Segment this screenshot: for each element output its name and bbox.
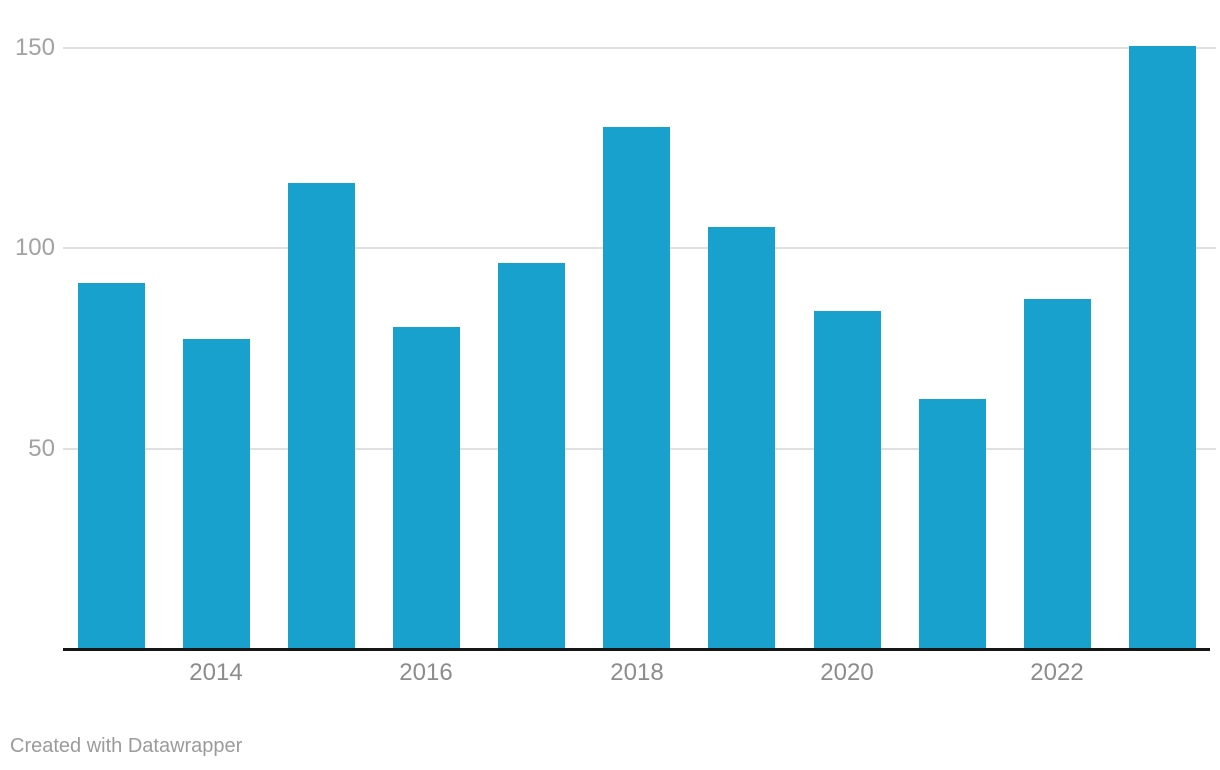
y-tick-label-150: 150 [14, 34, 55, 61]
gridline-150 [63, 47, 1216, 49]
bar-2023[interactable] [1129, 46, 1196, 648]
x-tick-label-2022: 2022 [1030, 659, 1084, 686]
bar-2022[interactable] [1024, 299, 1091, 648]
bar-2015[interactable] [288, 183, 355, 648]
bar-2017[interactable] [498, 263, 565, 648]
x-axis-baseline [63, 648, 1210, 651]
bar-2019[interactable] [708, 227, 775, 648]
attribution: Created with Datawrapper [10, 735, 243, 757]
x-tick-label-2014: 2014 [189, 659, 243, 686]
x-tick-label-2018: 2018 [610, 659, 664, 686]
bar-2018[interactable] [603, 127, 670, 648]
y-tick-label-50: 50 [28, 435, 55, 462]
y-tick-label-100: 100 [14, 234, 55, 261]
bar-2021[interactable] [919, 399, 986, 648]
bar-2014[interactable] [183, 339, 250, 648]
x-tick-label-2020: 2020 [820, 659, 874, 686]
bar-2013[interactable] [78, 283, 145, 648]
bar-2016[interactable] [393, 327, 460, 648]
x-tick-label-2016: 2016 [399, 659, 453, 686]
bar-2020[interactable] [814, 311, 881, 648]
